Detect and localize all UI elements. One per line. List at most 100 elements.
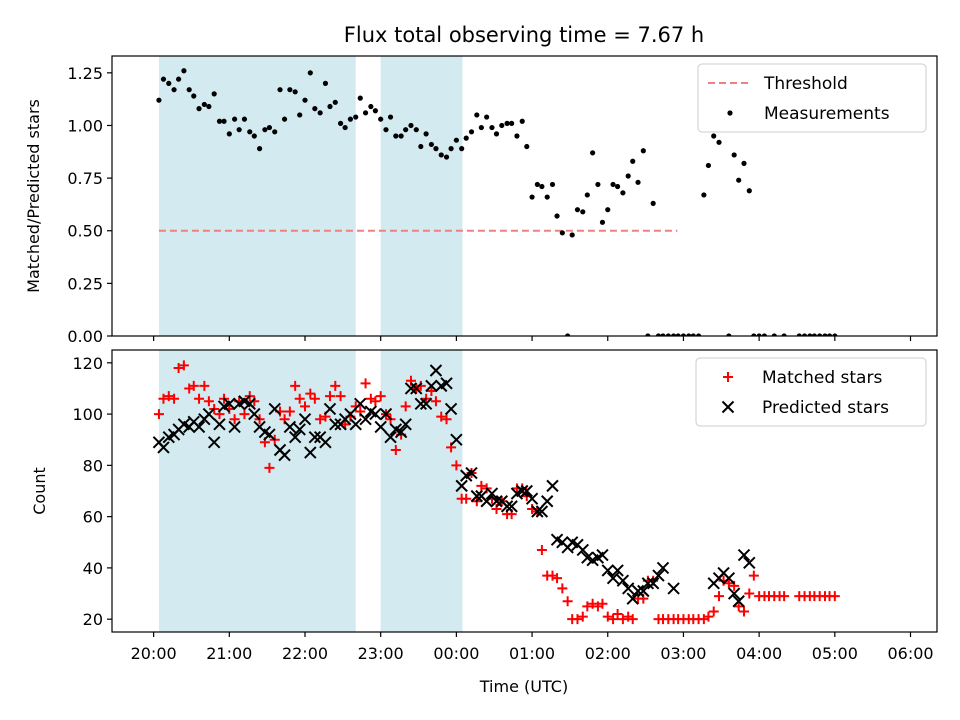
predicted-star-point [202,407,216,421]
matched-star-point [229,414,240,425]
measurement-point [620,190,626,196]
predicted-star-point [349,418,362,431]
measurement-point [771,333,777,336]
measurement-point [317,110,323,116]
measurement-point [171,87,177,93]
matched-star-point [552,573,563,584]
y-tick-label: 40 [83,559,103,578]
measurement-point [711,133,717,139]
predicted-star-point [516,484,529,498]
predicted-star-point [500,500,514,513]
measurement-point [474,112,480,118]
shaded-interval-0 [158,350,356,632]
predicted-star-point [419,397,433,411]
measurement-point [312,106,318,112]
measurement-point [569,232,575,238]
measurement-point [418,143,424,150]
measurement-point [781,333,787,336]
plot-area [156,68,838,336]
predicted-star-point [192,420,206,434]
matched-star-point [572,614,583,625]
predicted-star-point [480,495,493,508]
measurement-point [160,76,167,82]
predicted-star-point [379,407,393,421]
legend-measurements-swatch [727,110,733,116]
matched-star-point [199,380,210,391]
matched-star-point [587,598,598,609]
predicted-star-point [425,379,438,393]
matched-star-point [300,401,311,412]
predicted-star-point [440,377,453,390]
matched-star-point [324,391,335,402]
measurement-point [811,333,817,336]
predicted-star-point [611,564,624,577]
x-tick-label: 23:00 [358,644,404,663]
predicted-star-point [531,505,544,518]
predicted-star-point [656,561,670,575]
predicted-star-point [576,543,589,557]
matched-star-point [597,598,608,609]
matched-star-point [744,588,755,599]
matched-star-point [390,444,401,455]
predicted-star-point [626,592,639,605]
measurement-point [357,95,363,101]
measurement-point [262,127,268,133]
measurement-point [232,116,238,122]
predicted-star-point [243,397,256,411]
predicted-star-point [404,382,418,395]
matched-star-point [178,360,189,371]
measurement-point [701,192,707,198]
predicted-star-point [505,500,518,513]
predicted-star-point [354,397,367,411]
measurement-point [671,333,677,336]
predicted-star-point [444,402,458,416]
measurement-point [826,333,833,336]
matched-star-point [779,591,790,602]
measurement-point [408,122,414,129]
matched-star-point [284,406,295,417]
measurement-point [201,101,207,108]
measurement-point [640,148,646,154]
predicted-star-point [631,584,645,598]
matched-star-point [188,380,199,391]
matched-star-point [239,409,250,420]
predicted-star-point [652,569,665,582]
predicted-star-point [450,433,463,446]
measurement-point [529,194,535,200]
measurement-point [478,124,484,131]
matched-star-point [829,591,840,602]
predicted-star-point [157,441,170,454]
measurement-point [211,91,217,97]
measurement-point [241,116,248,122]
measurement-point [443,154,450,160]
measurement-point [544,194,550,200]
measurement-point [438,152,444,158]
measurement-point [226,131,232,137]
matched-star-point [430,396,441,407]
matched-star-point [557,583,568,594]
measurement-point [433,146,439,152]
measurement-point [403,127,409,133]
y-tick-label: 20 [83,610,103,629]
legend-matched-swatch [723,372,733,382]
matched-star-point [723,578,734,589]
measurement-point [206,103,212,110]
predicted-star-point [535,505,549,518]
measurement-point [307,70,313,76]
matched-star-point [562,596,573,607]
measurement-point [256,146,263,152]
measurement-point [565,333,571,336]
axes-frame [111,55,938,337]
measurement-point [302,97,308,103]
predicted-star-point [283,420,297,434]
measurement-point [761,333,768,336]
y-tick-label: 120 [72,354,103,373]
x-tick-label: 03:00 [660,644,706,663]
matched-star-point [461,493,472,504]
measurement-point [322,80,329,86]
matched-star-point [400,401,411,412]
predicted-star-point [737,548,751,562]
matched-star-point [436,411,447,422]
predicted-star-point [304,446,317,459]
measurement-point [559,230,565,236]
